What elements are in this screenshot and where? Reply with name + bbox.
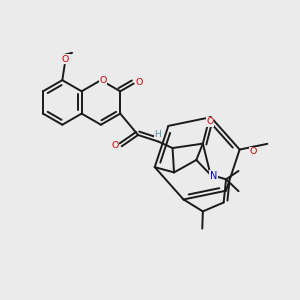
Text: O: O	[250, 147, 257, 156]
Text: O: O	[135, 78, 143, 87]
Text: O: O	[62, 55, 69, 64]
Text: O: O	[112, 141, 119, 150]
Text: H: H	[154, 130, 161, 139]
Text: O: O	[100, 76, 107, 85]
Text: O: O	[206, 117, 213, 126]
Text: N: N	[210, 171, 217, 181]
